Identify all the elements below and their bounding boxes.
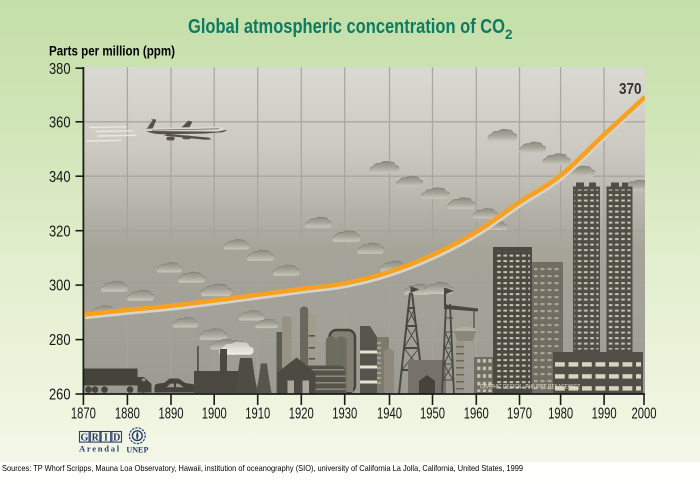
svg-text:D: D	[113, 433, 120, 444]
svg-text:1930: 1930	[332, 406, 357, 423]
svg-text:2: 2	[505, 27, 513, 42]
svg-text:360: 360	[49, 114, 71, 131]
svg-text:1890: 1890	[159, 406, 184, 423]
svg-text:I: I	[104, 433, 108, 444]
svg-text:1990: 1990	[592, 406, 617, 423]
svg-text:Arendal: Arendal	[79, 444, 121, 454]
svg-text:1880: 1880	[115, 406, 140, 423]
svg-text:UNEP: UNEP	[126, 445, 148, 454]
svg-text:R: R	[92, 433, 100, 444]
svg-text:370: 370	[619, 81, 642, 98]
svg-text:2000: 2000	[632, 406, 657, 423]
svg-text:1910: 1910	[245, 406, 270, 423]
svg-text:380: 380	[49, 61, 71, 78]
svg-text:300: 300	[49, 278, 71, 295]
svg-text:1980: 1980	[548, 406, 573, 423]
svg-text:1970: 1970	[507, 406, 532, 423]
svg-text:260: 260	[49, 387, 71, 404]
svg-text:Global atmospheric concentrati: Global atmospheric concentration of CO	[188, 16, 505, 38]
svg-text:280: 280	[49, 332, 71, 349]
svg-text:Sources: TP Whorf Scripps, Ma: Sources: TP Whorf Scripps, Mauna Loa Obs…	[2, 463, 523, 473]
svg-text:1960: 1960	[464, 406, 489, 423]
svg-text:1870: 1870	[71, 406, 96, 423]
svg-text:Parts per million (ppm): Parts per million (ppm)	[49, 44, 175, 59]
svg-text:G: G	[81, 433, 89, 444]
svg-text:1950: 1950	[420, 406, 445, 423]
svg-text:GRAPHIC DESIGN : PHILIPPE REKA: GRAPHIC DESIGN : PHILIPPE REKACEWICZ	[480, 384, 580, 391]
svg-text:1940: 1940	[377, 406, 402, 423]
svg-text:1900: 1900	[202, 406, 227, 423]
svg-text:340: 340	[49, 169, 71, 186]
svg-text:1920: 1920	[289, 406, 314, 423]
svg-text:320: 320	[49, 223, 71, 240]
